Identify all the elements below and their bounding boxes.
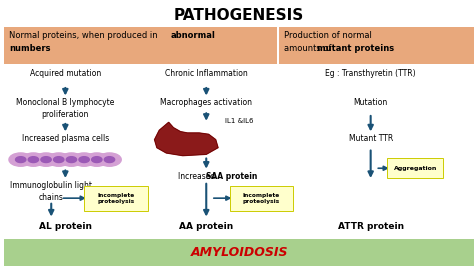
- Text: Mutation: Mutation: [354, 98, 388, 107]
- Circle shape: [73, 153, 96, 166]
- Text: abnormal: abnormal: [171, 31, 216, 40]
- Text: AA protein: AA protein: [179, 222, 233, 231]
- Text: AMYLOIDOSIS: AMYLOIDOSIS: [191, 246, 288, 259]
- Text: Acquired mutation: Acquired mutation: [30, 69, 101, 78]
- Circle shape: [47, 153, 71, 166]
- Text: Mutant TTR: Mutant TTR: [348, 134, 393, 143]
- Text: ATTR protein: ATTR protein: [337, 222, 404, 231]
- Text: Immunoglobulin light: Immunoglobulin light: [10, 181, 92, 190]
- Text: proliferation: proliferation: [42, 110, 89, 119]
- Text: Increased plasma cells: Increased plasma cells: [22, 134, 109, 143]
- Circle shape: [104, 157, 115, 163]
- Text: IL1 &IL6: IL1 &IL6: [225, 118, 254, 124]
- Text: Macrophages activation: Macrophages activation: [160, 98, 252, 107]
- Text: Normal proteins, when produced in: Normal proteins, when produced in: [9, 31, 160, 40]
- Circle shape: [60, 153, 83, 166]
- Circle shape: [91, 157, 102, 163]
- FancyBboxPatch shape: [387, 158, 444, 178]
- Text: amounts of: amounts of: [284, 44, 334, 53]
- Circle shape: [85, 153, 109, 166]
- FancyBboxPatch shape: [84, 186, 147, 211]
- Text: Chronic Inflammation: Chronic Inflammation: [165, 69, 247, 78]
- Circle shape: [98, 153, 121, 166]
- Text: PATHOGENESIS: PATHOGENESIS: [174, 8, 304, 23]
- Text: Increased: Increased: [178, 172, 218, 181]
- Text: Incomplete
proteolysis: Incomplete proteolysis: [243, 193, 280, 204]
- Circle shape: [22, 153, 45, 166]
- Text: AL protein: AL protein: [39, 222, 92, 231]
- Polygon shape: [155, 122, 218, 156]
- Text: Production of normal: Production of normal: [284, 31, 372, 40]
- Circle shape: [28, 157, 38, 163]
- Circle shape: [66, 157, 77, 163]
- FancyBboxPatch shape: [4, 27, 277, 64]
- Circle shape: [16, 157, 26, 163]
- FancyBboxPatch shape: [279, 27, 474, 64]
- Text: chains: chains: [39, 193, 64, 202]
- Text: Eg : Transthyretin (TTR): Eg : Transthyretin (TTR): [325, 69, 416, 78]
- Circle shape: [34, 153, 58, 166]
- Circle shape: [54, 157, 64, 163]
- Text: Aggregation: Aggregation: [393, 166, 437, 171]
- FancyBboxPatch shape: [4, 239, 474, 266]
- Text: mutant proteins: mutant proteins: [317, 44, 394, 53]
- Text: Incomplete
proteolysis: Incomplete proteolysis: [97, 193, 135, 204]
- FancyBboxPatch shape: [230, 186, 293, 211]
- Text: numbers: numbers: [9, 44, 50, 53]
- Circle shape: [41, 157, 51, 163]
- Text: Monoclonal B lymphocyte: Monoclonal B lymphocyte: [16, 98, 115, 107]
- Text: SAA protein: SAA protein: [206, 172, 258, 181]
- Circle shape: [79, 157, 89, 163]
- Circle shape: [9, 153, 32, 166]
